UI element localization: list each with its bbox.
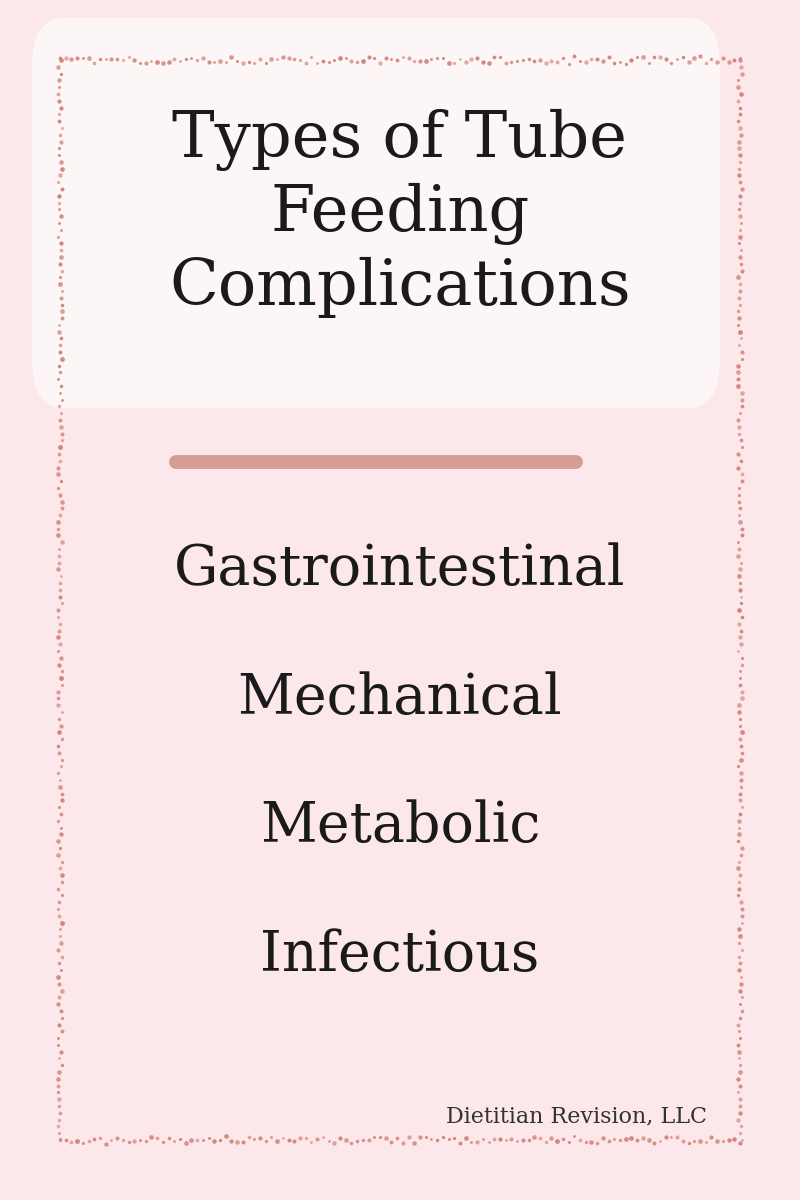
Text: Types of Tube
Feeding
Complications: Types of Tube Feeding Complications: [169, 109, 631, 318]
Text: Metabolic: Metabolic: [260, 799, 540, 854]
Text: Mechanical: Mechanical: [238, 671, 562, 726]
FancyBboxPatch shape: [32, 18, 720, 408]
Text: Dietitian Revision, LLC: Dietitian Revision, LLC: [446, 1105, 706, 1127]
Text: Gastrointestinal: Gastrointestinal: [174, 542, 626, 598]
Text: Infectious: Infectious: [260, 928, 540, 983]
